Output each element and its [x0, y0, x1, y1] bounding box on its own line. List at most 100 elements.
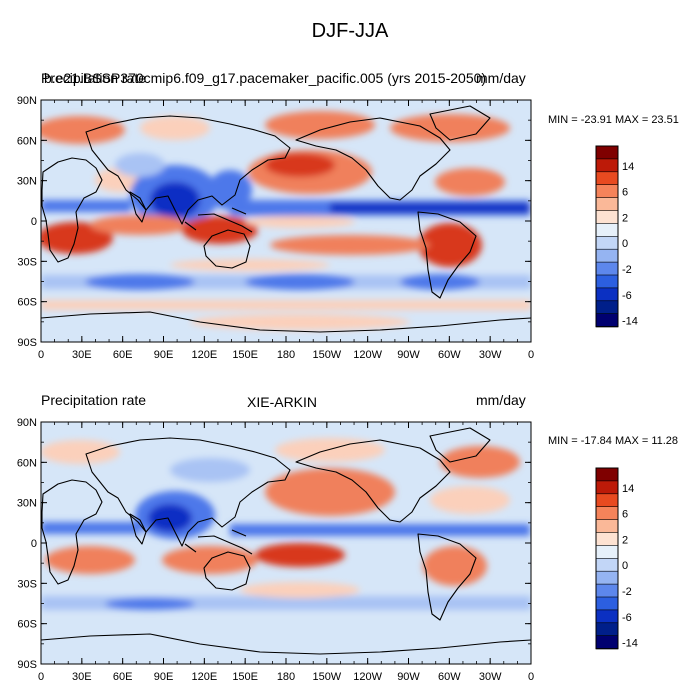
- field-patch: [435, 168, 505, 196]
- maritime-continent-outline: [184, 529, 253, 555]
- colorbar-label: 14: [622, 483, 634, 495]
- india-outline: [129, 513, 147, 545]
- field-patch: [270, 235, 430, 255]
- panel1-coastlines: [41, 105, 531, 333]
- colorbar-swatch: [595, 236, 619, 250]
- lon-tick-label: 120E: [191, 349, 217, 361]
- field-patch: [41, 200, 131, 212]
- field-patch: [170, 458, 250, 482]
- colorbar-swatch: [595, 197, 619, 212]
- colorbar-label: 6: [622, 187, 628, 199]
- figure-title: DJF-JJA: [311, 20, 389, 42]
- greenland-outline: [429, 427, 491, 463]
- lon-tick-label: 30E: [72, 671, 92, 683]
- lon-tick-label: 0: [528, 349, 534, 361]
- lat-tick-label: 0: [31, 538, 37, 550]
- lat-tick-label: 30N: [17, 176, 37, 188]
- panel1-map: [40, 99, 532, 343]
- lon-tick-label: 150E: [232, 349, 258, 361]
- field-patch: [245, 216, 355, 228]
- field-patch: [150, 182, 200, 218]
- colorbar-swatch: [595, 248, 619, 263]
- colorbar-swatch: [595, 287, 619, 302]
- colorbar-swatch: [595, 570, 619, 585]
- colorbar-swatch: [595, 519, 619, 534]
- south-america-outline: [417, 533, 477, 621]
- panel2-precip-field: [41, 438, 531, 610]
- field-patch: [240, 582, 360, 598]
- field-patch: [390, 114, 510, 142]
- colorbar-label: 14: [622, 161, 634, 173]
- field-patch: [255, 543, 345, 567]
- colorbar-label: -6: [622, 290, 632, 302]
- field-patch: [245, 274, 355, 290]
- lat-tick-label: 90S: [17, 337, 37, 349]
- antarctica-outline: [41, 311, 531, 333]
- colorbar-swatch: [595, 493, 619, 508]
- field-patch: [265, 153, 335, 177]
- lon-tick-label: 150W: [312, 349, 341, 361]
- field-patch: [148, 504, 192, 532]
- eurasia-outline: [85, 115, 291, 225]
- colorbar-swatch: [595, 596, 619, 611]
- colorbar-swatch: [595, 210, 619, 225]
- field-patch: [85, 274, 195, 290]
- lon-tick-label: 30W: [479, 349, 502, 361]
- lon-tick-label: 120W: [353, 671, 382, 683]
- colorbar-swatch: [595, 158, 619, 173]
- colorbar-swatch: [595, 300, 619, 315]
- lon-tick-label: 30E: [72, 349, 92, 361]
- field-patch: [41, 440, 120, 464]
- eurasia-outline: [85, 437, 291, 547]
- field-patch: [265, 468, 395, 516]
- colorbar-swatch: [595, 609, 619, 624]
- colorbar-label: 2: [622, 212, 628, 224]
- panel2-min-max: MIN = -17.84 MAX = 11.28: [548, 435, 679, 447]
- colorbar-swatch: [595, 557, 619, 572]
- panel2-map: [40, 421, 532, 665]
- field-patch: [105, 598, 195, 610]
- panel2-right-title: mm/day: [476, 392, 526, 408]
- colorbar-label: -6: [622, 612, 632, 624]
- greenland-outline: [429, 105, 491, 141]
- field-patch: [275, 438, 385, 462]
- colorbar-label: -14: [622, 316, 638, 328]
- colorbar-label: 6: [622, 509, 628, 521]
- lon-tick-label: 180: [277, 671, 295, 683]
- field-patch: [115, 153, 165, 177]
- colorbar-label: -2: [622, 586, 632, 598]
- colorbar-swatch: [595, 261, 619, 276]
- lon-tick-label: 30W: [479, 671, 502, 683]
- australia-outline: [203, 229, 251, 269]
- colorbar-swatch: [595, 506, 619, 521]
- antarctica-outline: [41, 633, 531, 655]
- lon-tick-label: 180: [277, 349, 295, 361]
- field-patch: [41, 522, 141, 534]
- lon-tick-label: 90W: [397, 671, 420, 683]
- colorbars: 14 6 2 0 -2 -6 -14 14 6 2 0 -2 -6 -14: [595, 145, 638, 650]
- colorbar-swatch: [595, 622, 619, 637]
- field-patch: [230, 524, 530, 536]
- colorbar-swatch: [595, 545, 619, 560]
- field-patch: [90, 215, 190, 235]
- panel1-left-title: Precipitation rate: [41, 70, 147, 86]
- colorbar-swatch: [595, 467, 619, 482]
- lat-tick-label: 60S: [17, 297, 37, 309]
- field-patch: [170, 259, 330, 271]
- field-patch: [423, 546, 487, 586]
- colorbar-swatch: [595, 145, 619, 160]
- lon-tick-label: 90E: [154, 349, 174, 361]
- colorbar-swatch: [595, 171, 619, 186]
- field-patch: [265, 111, 375, 139]
- field-patch: [400, 274, 480, 290]
- lon-tick-label: 0: [528, 671, 534, 683]
- africa-europe-outline: [41, 479, 103, 585]
- colorbar-label: -2: [622, 264, 632, 276]
- south-america-outline: [417, 211, 477, 299]
- lon-tick-label: 150E: [232, 671, 258, 683]
- panel1-right-title: mm/day: [476, 70, 526, 86]
- lat-tick-label: 90S: [17, 659, 37, 671]
- lon-tick-label: 120W: [353, 349, 382, 361]
